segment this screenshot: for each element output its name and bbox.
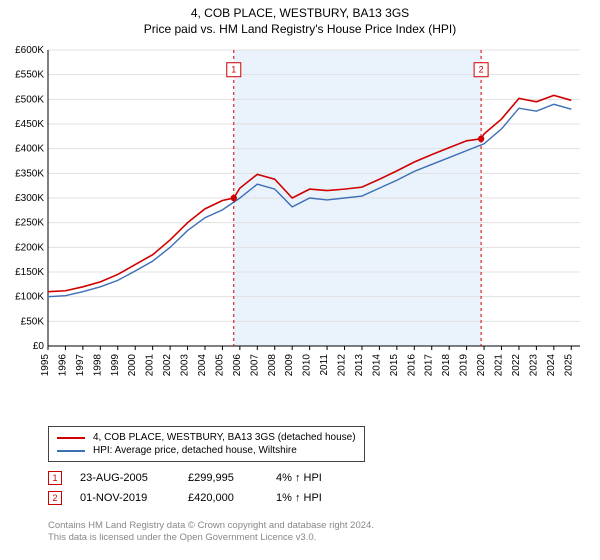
- svg-text:2007: 2007: [249, 354, 260, 377]
- sale-date: 01-NOV-2019: [80, 492, 170, 504]
- svg-text:£200K: £200K: [15, 242, 44, 253]
- svg-text:2009: 2009: [284, 354, 295, 377]
- line-chart: £0 £50K £100K £150K £200K £250K £300K £350K £400…: [0, 42, 600, 392]
- svg-text:2002: 2002: [162, 354, 173, 377]
- svg-text:2004: 2004: [197, 354, 208, 377]
- svg-text:2015: 2015: [389, 354, 400, 377]
- chart-area: £0 £50K £100K £150K £200K £250K £300K £350K £400…: [0, 42, 600, 392]
- svg-text:2016: 2016: [406, 354, 417, 377]
- svg-text:2012: 2012: [337, 354, 348, 377]
- legend-swatch: [57, 450, 85, 452]
- sale-hpi-delta: 1% ↑ HPI: [276, 492, 356, 504]
- title-block: 4, COB PLACE, WESTBURY, BA13 3GS Price p…: [0, 0, 600, 36]
- svg-text:2014: 2014: [371, 354, 382, 377]
- svg-text:2005: 2005: [214, 354, 225, 377]
- svg-text:1998: 1998: [92, 354, 103, 377]
- svg-text:£0: £0: [33, 341, 45, 352]
- legend-item: HPI: Average price, detached house, Wilt…: [57, 444, 356, 457]
- svg-text:£150K: £150K: [15, 267, 44, 278]
- svg-text:2000: 2000: [127, 354, 138, 377]
- svg-text:£550K: £550K: [15, 70, 44, 81]
- attribution-line: Contains HM Land Registry data © Crown c…: [48, 520, 374, 532]
- sale-price: £420,000: [188, 492, 258, 504]
- svg-text:2: 2: [479, 65, 484, 75]
- svg-text:2010: 2010: [302, 354, 313, 377]
- svg-text:2019: 2019: [459, 354, 470, 377]
- svg-text:2018: 2018: [441, 354, 452, 377]
- svg-text:2013: 2013: [354, 354, 365, 377]
- attribution-line: This data is licensed under the Open Gov…: [48, 532, 374, 544]
- svg-text:2024: 2024: [546, 354, 557, 377]
- title-address: 4, COB PLACE, WESTBURY, BA13 3GS: [0, 6, 600, 20]
- svg-text:£450K: £450K: [15, 119, 44, 130]
- legend: 4, COB PLACE, WESTBURY, BA13 3GS (detach…: [48, 426, 365, 462]
- sale-hpi-delta: 4% ↑ HPI: [276, 472, 356, 484]
- svg-text:2021: 2021: [494, 354, 505, 377]
- svg-text:2017: 2017: [424, 354, 435, 377]
- svg-text:1997: 1997: [75, 354, 86, 377]
- svg-text:1995: 1995: [40, 354, 51, 377]
- sales-table: 1 23-AUG-2005 £299,995 4% ↑ HPI 2 01-NOV…: [48, 468, 356, 508]
- svg-text:2022: 2022: [511, 354, 522, 377]
- svg-text:£400K: £400K: [15, 144, 44, 155]
- svg-text:2020: 2020: [476, 354, 487, 377]
- legend-item: 4, COB PLACE, WESTBURY, BA13 3GS (detach…: [57, 431, 356, 444]
- sale-marker-icon: 1: [48, 471, 62, 485]
- legend-swatch: [57, 437, 85, 439]
- svg-text:2025: 2025: [563, 354, 574, 377]
- svg-text:£300K: £300K: [15, 193, 44, 204]
- sale-price: £299,995: [188, 472, 258, 484]
- title-subtitle: Price paid vs. HM Land Registry's House …: [0, 22, 600, 36]
- svg-text:£50K: £50K: [21, 316, 45, 327]
- svg-text:2006: 2006: [232, 354, 243, 377]
- svg-text:1999: 1999: [110, 354, 121, 377]
- svg-text:£350K: £350K: [15, 168, 44, 179]
- svg-text:1: 1: [231, 65, 236, 75]
- attribution: Contains HM Land Registry data © Crown c…: [48, 520, 374, 545]
- chart-container: 4, COB PLACE, WESTBURY, BA13 3GS Price p…: [0, 0, 600, 560]
- table-row: 1 23-AUG-2005 £299,995 4% ↑ HPI: [48, 468, 356, 488]
- svg-text:2011: 2011: [319, 354, 330, 376]
- sale-marker-icon: 2: [48, 491, 62, 505]
- svg-text:£500K: £500K: [15, 94, 44, 105]
- svg-text:2001: 2001: [145, 354, 156, 377]
- svg-text:£100K: £100K: [15, 292, 44, 303]
- svg-text:£600K: £600K: [15, 45, 44, 56]
- svg-text:2003: 2003: [180, 354, 191, 377]
- legend-label: 4, COB PLACE, WESTBURY, BA13 3GS (detach…: [93, 432, 356, 443]
- svg-text:2023: 2023: [528, 354, 539, 377]
- svg-text:£250K: £250K: [15, 218, 44, 229]
- svg-text:1996: 1996: [57, 354, 68, 377]
- table-row: 2 01-NOV-2019 £420,000 1% ↑ HPI: [48, 488, 356, 508]
- sale-date: 23-AUG-2005: [80, 472, 170, 484]
- svg-text:2008: 2008: [267, 354, 278, 377]
- legend-label: HPI: Average price, detached house, Wilt…: [93, 445, 297, 456]
